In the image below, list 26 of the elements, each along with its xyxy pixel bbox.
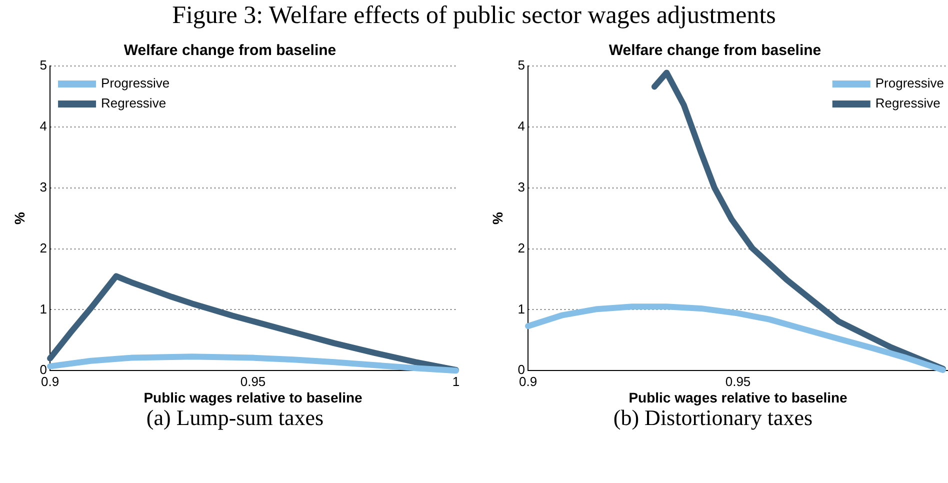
legend-label: Regressive xyxy=(875,96,940,111)
y-tick-label: 3 xyxy=(40,179,48,194)
y-tick-label: 1 xyxy=(518,301,526,316)
y-tick-label: 5 xyxy=(518,58,526,73)
y-tick-label: 4 xyxy=(518,118,526,134)
y-axis-title: % xyxy=(11,212,28,225)
caption: Figure 3: Welfare effects of public sector wages adjustments xyxy=(171,2,777,30)
y-axis-title: % xyxy=(489,212,506,225)
text: (a) Lump-sum taxes xyxy=(145,405,325,431)
x-tick-label: 0.95 xyxy=(240,374,266,389)
chart-title: Welfare change from baseline xyxy=(124,42,336,60)
x-axis-title: Public wages relative to baseline xyxy=(628,389,848,406)
y-tick-label: 1 xyxy=(40,301,48,316)
y-tick-label: 4 xyxy=(40,118,48,134)
y-tick-label: 2 xyxy=(40,240,48,256)
y-tick-label: 3 xyxy=(518,179,526,194)
y-tick-label: 5 xyxy=(40,58,48,73)
legend-label: Progressive xyxy=(875,76,944,91)
chart-title: Welfare change from baseline xyxy=(608,42,822,60)
x-tick-label: 1 xyxy=(452,374,460,389)
y-tick-label: 2 xyxy=(518,240,526,256)
legend-label: Progressive xyxy=(101,76,170,91)
x-tick-label: 0.95 xyxy=(725,374,751,389)
text: (b) Distortionary taxes xyxy=(612,405,814,431)
x-axis-title: Public wages relative to baseline xyxy=(144,389,363,406)
legend-label: Regressive xyxy=(101,96,166,111)
